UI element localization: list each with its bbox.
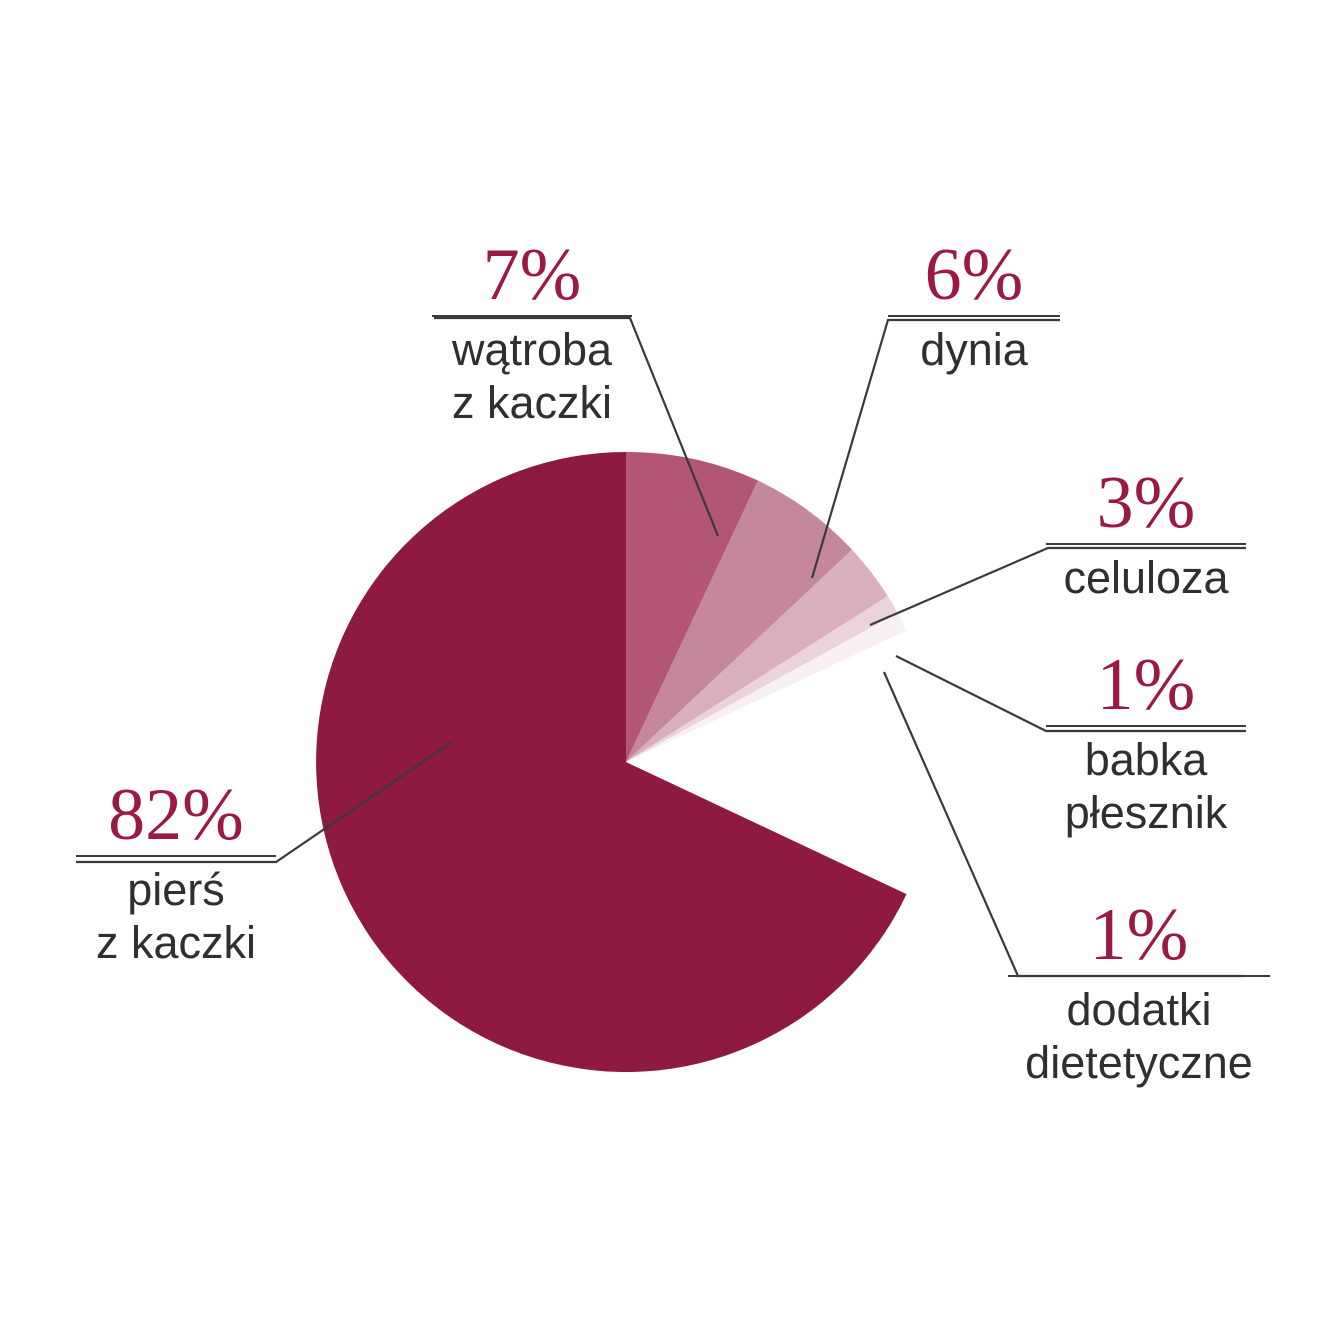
- pie-slice-watroba-z-kaczki[interactable]: [626, 451, 758, 762]
- pie-slice-celuloza[interactable]: [626, 549, 888, 762]
- callout-label-babka: babka płesznik: [1064, 734, 1228, 839]
- callout-dynia[interactable]: 6% dynia: [888, 234, 1060, 376]
- callout-label-watroba: wątroba z kaczki: [451, 324, 613, 429]
- pie-slice-babka-plesznik[interactable]: [626, 596, 898, 762]
- callout-percent-dynia: 6%: [924, 234, 1024, 316]
- callout-label-celuloza: celuloza: [1063, 552, 1229, 604]
- callout-dodatki-dietetyczne[interactable]: 1% dodatki dietetyczne: [1008, 894, 1270, 1089]
- callout-label-dodatki: dodatki dietetyczne: [1025, 984, 1253, 1089]
- callout-celuloza[interactable]: 3% celuloza: [1046, 462, 1246, 604]
- callout-percent-dodatki: 1%: [1089, 894, 1189, 976]
- callout-percent-celuloza: 3%: [1096, 462, 1196, 544]
- pie-slice-dynia[interactable]: [626, 480, 853, 762]
- leader-line-dynia: [810, 318, 1060, 579]
- callout-percent-watroba: 7%: [482, 234, 582, 316]
- callout-label-piers: pierś z kaczki: [95, 864, 257, 969]
- leader-line-watroba: [434, 316, 720, 537]
- callout-label-dynia: dynia: [920, 324, 1028, 376]
- callout-rule-babka: [1046, 725, 1246, 728]
- callout-rule-celuloza: [1046, 543, 1246, 546]
- callout-percent-babka: 1%: [1096, 644, 1196, 726]
- pie-slice-dodatki-dietetyczne[interactable]: [626, 613, 907, 762]
- pie-slice-piers-z-kaczki[interactable]: [316, 452, 907, 1072]
- callout-rule-dynia: [888, 315, 1060, 318]
- leader-line-babka: [895, 655, 1246, 733]
- callout-piers-z-kaczki[interactable]: 82% pierś z kaczki: [76, 774, 276, 969]
- leader-line-celuloza: [869, 546, 1246, 627]
- callout-rule-piers: [76, 855, 276, 858]
- callout-watroba-z-kaczki[interactable]: 7% wątroba z kaczki: [432, 234, 632, 429]
- callout-rule-watroba: [432, 315, 632, 318]
- callout-percent-piers: 82%: [108, 774, 244, 856]
- leader-line-piers: [76, 741, 453, 864]
- callout-rule-dodatki: [1008, 975, 1270, 978]
- callout-babka-plesznik[interactable]: 1% babka płesznik: [1046, 644, 1246, 839]
